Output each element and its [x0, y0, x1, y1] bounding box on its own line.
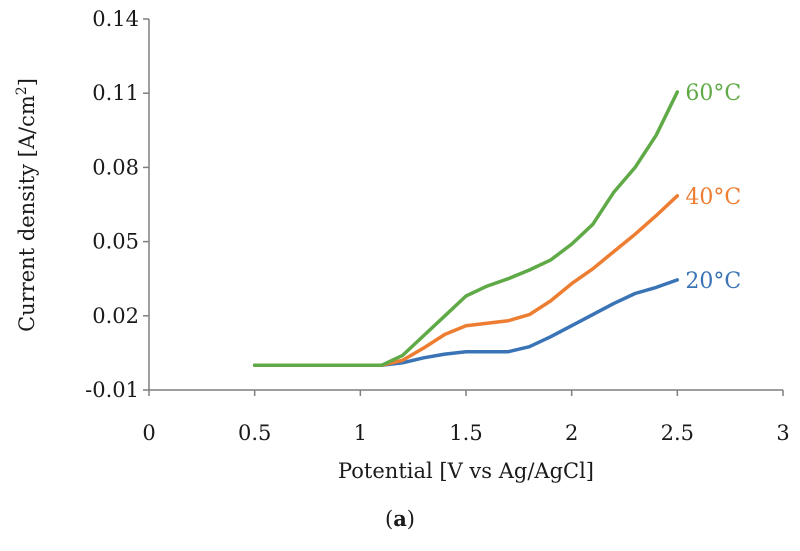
y-tick-label: -0.01 — [85, 378, 139, 402]
caption-open: ( — [384, 507, 394, 531]
y-tick-label: 0.14 — [92, 7, 139, 31]
y-axis-title-end: ] — [15, 78, 39, 86]
y-tick-label: 0.05 — [92, 230, 139, 254]
x-axis-title: Potential [V vs Ag/AgCl] — [338, 459, 594, 483]
x-tick-label: 2 — [565, 421, 578, 445]
x-tick-label: 1.5 — [449, 421, 482, 445]
figure-caption: (a) — [0, 506, 800, 531]
series-label-20C: 20°C — [685, 269, 741, 294]
series-line-20C — [252, 278, 680, 368]
series-label-40C: 40°C — [685, 185, 741, 210]
x-tick-label: 0 — [142, 421, 155, 445]
caption-close: ) — [406, 507, 415, 531]
x-tick-label: 3 — [776, 421, 789, 445]
y-axis-title-sup: 2 — [14, 86, 30, 95]
series-group — [252, 90, 680, 368]
y-tick-label: 0.02 — [92, 304, 139, 328]
x-tick-label: 0.5 — [238, 421, 271, 445]
y-axis-title-main: Current density [A/cm — [15, 95, 39, 332]
y-tick-label: 0.08 — [92, 155, 139, 179]
x-tick-labels: 0 0.5 1 1.5 2 2.5 3 — [142, 421, 789, 445]
y-tick-labels: -0.01 0.02 0.05 0.08 0.11 0.14 — [85, 7, 139, 402]
axes — [143, 18, 784, 396]
series-line-60C — [252, 90, 680, 368]
series-label-60C: 60°C — [685, 81, 741, 106]
y-axis-title: Current density [A/cm2] — [14, 78, 39, 332]
caption-letter: a — [393, 506, 407, 531]
y-tick-label: 0.11 — [92, 81, 139, 105]
chart: -0.010.020.050.080.110.14 0 0.5 1 1.5 2 2.5 3 … — [14, 7, 790, 483]
series-line-40C — [252, 194, 680, 368]
series-labels: 20°C 40°C 60°C — [685, 81, 741, 294]
x-tick-label: 2.5 — [661, 421, 694, 445]
x-tick-label: 1 — [354, 421, 367, 445]
